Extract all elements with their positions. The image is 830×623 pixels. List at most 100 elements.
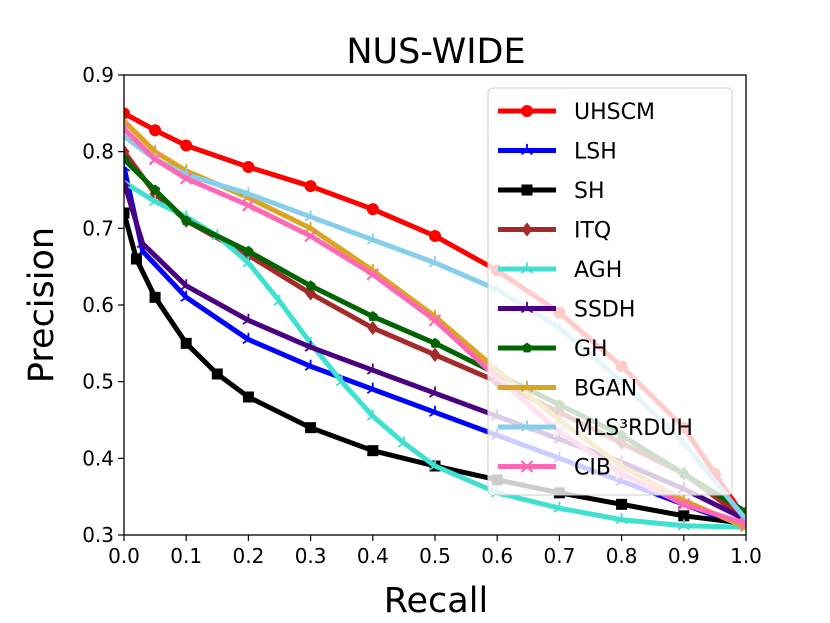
data-point <box>429 337 441 348</box>
data-point <box>149 194 162 207</box>
x-tick-label: 0.8 <box>606 544 638 568</box>
legend-marker <box>521 184 533 196</box>
data-point <box>242 199 255 212</box>
plot-frame <box>123 74 747 536</box>
data-point <box>428 405 442 417</box>
legend-marker <box>521 222 533 237</box>
x-tick-label: 0.9 <box>668 544 700 568</box>
legend-label: LSH <box>574 140 617 165</box>
legend-marker <box>521 342 533 353</box>
data-point <box>304 210 317 222</box>
data-point <box>180 139 193 152</box>
y-tick-label: 0.7 <box>82 216 114 240</box>
data-point <box>180 337 192 349</box>
legend-marker <box>520 420 534 432</box>
axis-ticks: 0.0 0.1 0.2 0.3 0.4 0.5 0.6 0.7 0.8 0.9 1.0 0.3 0.4 0… <box>82 63 762 568</box>
data-point <box>136 237 149 249</box>
x-tick-label: 0.2 <box>232 544 264 568</box>
chart-title: NUS-WIDE <box>346 32 525 72</box>
data-point <box>739 517 746 530</box>
legend-marker <box>520 460 534 473</box>
data-point <box>124 175 131 187</box>
data-point <box>335 375 348 387</box>
data-point <box>180 290 193 302</box>
data-point <box>615 513 628 525</box>
legend: UHSCM LSH SH ITQ AGH SSDH GH BGAN MLS³RDUH CIB <box>487 87 733 496</box>
data-point <box>428 256 442 268</box>
data-point <box>148 153 162 166</box>
x-tick-label: 0.7 <box>543 544 575 568</box>
legend-marker <box>521 105 533 117</box>
data-point <box>242 332 255 345</box>
data-point <box>242 391 254 403</box>
legend-item: CIB <box>498 456 611 481</box>
y-tick-label: 0.4 <box>82 446 114 470</box>
data-point <box>677 519 690 531</box>
data-point <box>367 311 378 321</box>
data-point <box>181 215 192 226</box>
data-point <box>428 386 442 398</box>
data-point <box>304 229 317 243</box>
data-point <box>124 153 130 164</box>
x-tick-label: 1.0 <box>730 544 762 568</box>
data-point <box>180 279 193 291</box>
data-point <box>616 498 628 510</box>
data-point <box>367 320 379 336</box>
legend-label: SSDH <box>574 298 635 323</box>
data-point <box>397 436 410 448</box>
data-point <box>124 207 130 219</box>
y-tick-label: 0.3 <box>82 523 114 547</box>
legend-item: BGAN <box>498 377 637 402</box>
x-tick-label: 0.0 <box>108 544 140 568</box>
data-point <box>242 161 255 173</box>
data-point <box>149 124 162 137</box>
data-point <box>366 409 379 421</box>
legend-label: GH <box>574 337 608 362</box>
data-point <box>243 245 254 256</box>
data-point <box>367 445 379 457</box>
data-point <box>130 253 142 265</box>
data-point <box>242 313 255 325</box>
legend-label: ITQ <box>574 219 611 244</box>
data-point <box>366 233 379 245</box>
data-point <box>429 347 441 362</box>
data-point <box>366 363 379 375</box>
legend-marker <box>520 143 534 156</box>
data-point <box>678 510 690 522</box>
data-point <box>429 230 441 242</box>
data-point <box>428 459 442 471</box>
x-axis-label: Recall <box>384 581 488 621</box>
y-axis-label: Precision <box>22 227 62 383</box>
y-tick-label: 0.8 <box>82 140 114 164</box>
legend-item: AGH <box>498 258 622 283</box>
data-point <box>366 382 379 394</box>
legend-marker <box>520 301 534 314</box>
data-point <box>428 314 442 327</box>
legend-item: LSH <box>498 140 617 165</box>
data-point <box>273 294 286 306</box>
data-point <box>739 520 746 532</box>
data-point <box>305 286 317 301</box>
y-tick-label: 0.9 <box>82 63 114 87</box>
legend-item: UHSCM <box>498 100 655 125</box>
legend-label: UHSCM <box>574 100 655 125</box>
series-line <box>124 212 746 526</box>
data-point <box>179 172 193 185</box>
data-point <box>553 501 566 513</box>
legend-item: SSDH <box>498 298 635 323</box>
legend-label: SH <box>574 179 605 204</box>
legend-item: GH <box>498 337 608 362</box>
legend-label: AGH <box>574 258 622 283</box>
legend-item: SH <box>498 179 605 204</box>
x-tick-label: 0.3 <box>295 544 327 568</box>
legend-item: MLS³RDUH <box>498 416 693 441</box>
data-point <box>242 187 255 199</box>
legend-label: MLS³RDUH <box>574 416 693 441</box>
x-tick-label: 0.1 <box>170 544 202 568</box>
data-point <box>124 107 130 120</box>
data-point <box>149 291 161 303</box>
legend-label: BGAN <box>574 377 637 402</box>
x-tick-label: 0.5 <box>419 544 451 568</box>
legend-item: ITQ <box>498 219 611 244</box>
data-point <box>305 280 316 291</box>
